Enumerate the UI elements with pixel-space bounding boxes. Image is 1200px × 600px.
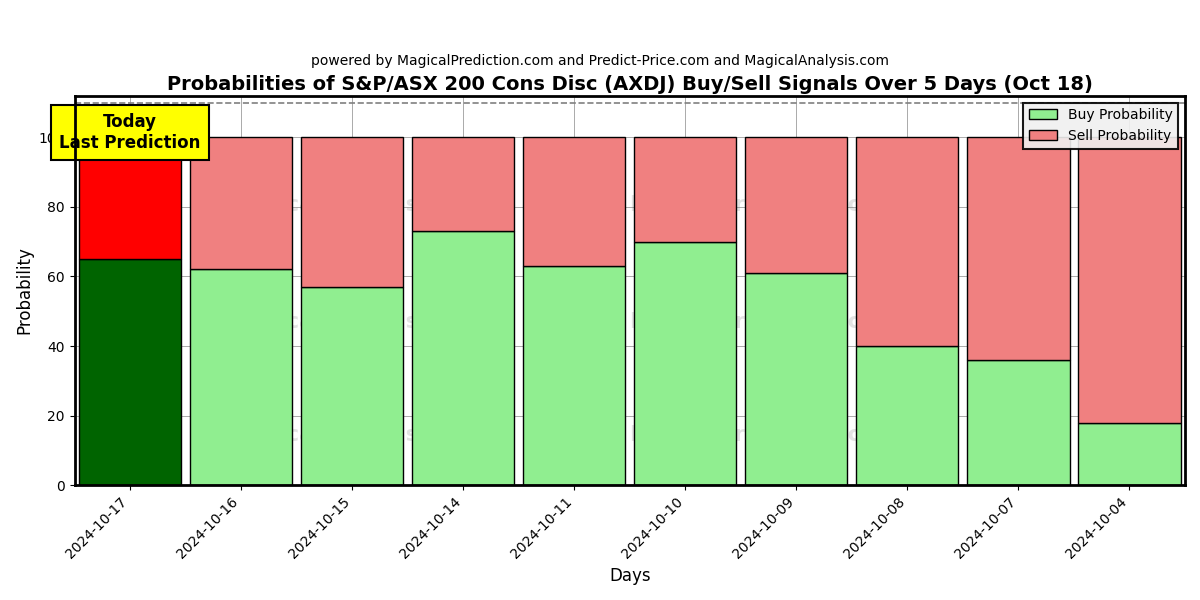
Text: MagicalAnalysis.com: MagicalAnalysis.com bbox=[230, 425, 474, 445]
Text: MagicalPrediction.com: MagicalPrediction.com bbox=[630, 425, 896, 445]
Bar bbox=[857, 137, 959, 346]
Bar bbox=[857, 346, 959, 485]
Legend: Buy Probability, Sell Probability: Buy Probability, Sell Probability bbox=[1024, 103, 1178, 149]
Text: powered by MagicalPrediction.com and Predict-Price.com and MagicalAnalysis.com: powered by MagicalPrediction.com and Pre… bbox=[311, 54, 889, 68]
Bar bbox=[301, 137, 403, 287]
Text: MagicalPrediction.com: MagicalPrediction.com bbox=[630, 194, 896, 215]
Bar bbox=[635, 137, 737, 242]
Text: Today
Last Prediction: Today Last Prediction bbox=[60, 113, 200, 152]
Bar bbox=[635, 242, 737, 485]
Bar bbox=[967, 360, 1069, 485]
Bar bbox=[301, 287, 403, 485]
Bar bbox=[412, 231, 515, 485]
Bar bbox=[412, 137, 515, 231]
Title: Probabilities of S&P/ASX 200 Cons Disc (AXDJ) Buy/Sell Signals Over 5 Days (Oct : Probabilities of S&P/ASX 200 Cons Disc (… bbox=[167, 75, 1093, 94]
Text: MagicalAnalysis.com: MagicalAnalysis.com bbox=[230, 311, 474, 332]
Text: MagicalPrediction.com: MagicalPrediction.com bbox=[630, 311, 896, 332]
Text: MagicalAnalysis.com: MagicalAnalysis.com bbox=[230, 194, 474, 215]
Y-axis label: Probability: Probability bbox=[16, 247, 34, 334]
X-axis label: Days: Days bbox=[610, 567, 650, 585]
Bar bbox=[745, 273, 847, 485]
Bar bbox=[523, 137, 625, 266]
Bar bbox=[745, 137, 847, 273]
Bar bbox=[190, 269, 293, 485]
Bar bbox=[79, 137, 181, 259]
Bar bbox=[190, 137, 293, 269]
Bar bbox=[79, 259, 181, 485]
Bar bbox=[967, 137, 1069, 360]
Bar bbox=[1079, 422, 1181, 485]
Bar bbox=[523, 266, 625, 485]
Bar bbox=[1079, 137, 1181, 422]
